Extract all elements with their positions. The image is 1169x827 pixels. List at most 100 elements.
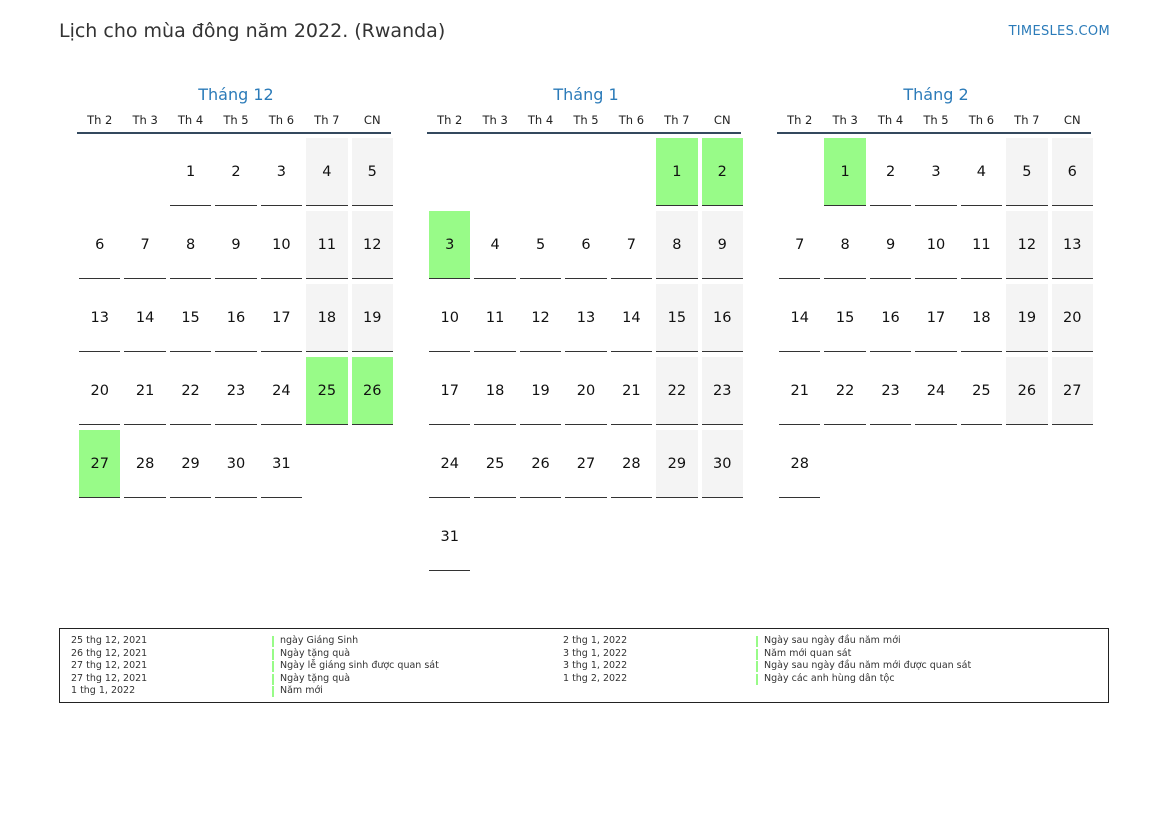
day-cell[interactable]: 7 (610, 211, 653, 279)
day-cell[interactable]: 25 (960, 357, 1003, 425)
day-cell[interactable]: 13 (1051, 211, 1093, 279)
day-cell[interactable]: 21 (610, 357, 653, 425)
day-cell[interactable]: 6 (79, 211, 121, 279)
day-cell[interactable]: 5 (1006, 138, 1048, 206)
day-cell[interactable]: 16 (215, 284, 257, 352)
day-cell[interactable]: 23 (869, 357, 912, 425)
day-cell[interactable]: 3 (429, 211, 471, 279)
day-cell[interactable]: 12 (519, 284, 562, 352)
day-cell[interactable]: 11 (474, 284, 516, 352)
day-cell[interactable]: 18 (306, 284, 348, 352)
day-cell[interactable]: 17 (915, 284, 957, 352)
day-cell[interactable]: 20 (565, 357, 607, 425)
day-cell[interactable]: 13 (79, 284, 121, 352)
day-cell[interactable]: 30 (215, 430, 257, 498)
day-cell[interactable]: 3 (915, 138, 957, 206)
day-cell[interactable]: 28 (124, 430, 166, 498)
day-cell[interactable]: 7 (124, 211, 166, 279)
day-cell[interactable]: 4 (306, 138, 348, 206)
day-cell[interactable]: 8 (824, 211, 866, 279)
day-cell[interactable]: 15 (169, 284, 212, 352)
day-cell[interactable]: 4 (960, 138, 1003, 206)
day-cell[interactable]: 10 (429, 284, 471, 352)
day-cell[interactable]: 4 (474, 211, 516, 279)
day-cell[interactable]: 24 (260, 357, 303, 425)
day-cell[interactable]: 27 (79, 430, 121, 498)
day-cell[interactable]: 23 (215, 357, 257, 425)
site-link[interactable]: TIMESLES.COM (1008, 24, 1110, 39)
day-cell[interactable]: 26 (351, 357, 393, 425)
day-cell[interactable]: 8 (656, 211, 698, 279)
day-cell[interactable]: 1 (656, 138, 698, 206)
day-cell[interactable]: 16 (701, 284, 743, 352)
day-cell[interactable]: 23 (701, 357, 743, 425)
day-cell[interactable]: 28 (779, 430, 821, 498)
day-cell[interactable]: 22 (656, 357, 698, 425)
day-cell[interactable]: 5 (519, 211, 562, 279)
day-cell[interactable]: 2 (215, 138, 257, 206)
day-cell[interactable]: 12 (351, 211, 393, 279)
day-cell[interactable]: 25 (474, 430, 516, 498)
holiday-legend: 25 thg 12, 2021 ngày Giáng Sinh 26 thg 12,… (59, 628, 1109, 703)
day-cell[interactable]: 7 (779, 211, 821, 279)
day-cell[interactable]: 17 (429, 357, 471, 425)
day-cell[interactable]: 3 (260, 138, 303, 206)
legend-holiday-name: Ngày các anh hùng dân tộc (764, 672, 895, 684)
day-cell[interactable]: 27 (565, 430, 607, 498)
day-cell[interactable]: 29 (656, 430, 698, 498)
empty-cell (565, 138, 606, 206)
day-cell[interactable]: 31 (260, 430, 303, 498)
month-title: Tháng 1 (553, 85, 619, 104)
weekday-label: Th 3 (482, 113, 508, 127)
day-cell[interactable]: 5 (351, 138, 393, 206)
day-cell[interactable]: 12 (1006, 211, 1048, 279)
day-cell[interactable]: 28 (610, 430, 653, 498)
day-cell[interactable]: 19 (1006, 284, 1048, 352)
day-cell[interactable]: 25 (306, 357, 348, 425)
day-cell[interactable]: 27 (1051, 357, 1093, 425)
day-cell[interactable]: 22 (824, 357, 866, 425)
legend-date: 26 thg 12, 2021 (71, 647, 148, 659)
day-cell[interactable]: 9 (869, 211, 912, 279)
day-cell[interactable]: 11 (960, 211, 1003, 279)
day-cell[interactable]: 31 (429, 503, 471, 571)
page-title: Lịch cho mùa đông năm 2022. (Rwanda) (59, 20, 446, 42)
day-cell[interactable]: 9 (215, 211, 257, 279)
day-cell[interactable]: 2 (701, 138, 743, 206)
day-cell[interactable]: 21 (779, 357, 821, 425)
day-cell[interactable]: 14 (610, 284, 653, 352)
day-cell[interactable]: 2 (869, 138, 912, 206)
day-cell[interactable]: 22 (169, 357, 212, 425)
day-cell[interactable]: 10 (915, 211, 957, 279)
day-cell[interactable]: 10 (260, 211, 303, 279)
day-cell[interactable]: 1 (824, 138, 866, 206)
day-cell[interactable]: 6 (565, 211, 607, 279)
day-cell[interactable]: 15 (824, 284, 866, 352)
day-cell[interactable]: 30 (701, 430, 743, 498)
day-cell[interactable]: 1 (169, 138, 212, 206)
day-cell[interactable]: 20 (79, 357, 121, 425)
day-cell[interactable]: 8 (169, 211, 212, 279)
day-cell[interactable]: 18 (960, 284, 1003, 352)
legend-holiday-name: ngày Giáng Sinh (280, 635, 359, 646)
day-cell[interactable]: 9 (701, 211, 743, 279)
day-cell[interactable]: 29 (169, 430, 212, 498)
day-cell[interactable]: 11 (306, 211, 348, 279)
day-cell[interactable]: 17 (260, 284, 303, 352)
day-cell[interactable]: 26 (1006, 357, 1048, 425)
day-cell[interactable]: 18 (474, 357, 516, 425)
day-cell[interactable]: 15 (656, 284, 698, 352)
day-cell[interactable]: 24 (429, 430, 471, 498)
day-cell[interactable]: 6 (1051, 138, 1093, 206)
day-cell[interactable]: 14 (779, 284, 821, 352)
day-cell[interactable]: 24 (915, 357, 957, 425)
days-grid: 1 2 3 4 5 6 7 8 9 10 11 12 13 14 15 16 17 18 19 20 21 22 23 24 2… (77, 138, 395, 503)
day-cell[interactable]: 14 (124, 284, 166, 352)
day-cell[interactable]: 16 (869, 284, 912, 352)
day-cell[interactable]: 19 (351, 284, 393, 352)
day-cell[interactable]: 13 (565, 284, 607, 352)
day-cell[interactable]: 19 (519, 357, 562, 425)
day-cell[interactable]: 21 (124, 357, 166, 425)
day-cell[interactable]: 26 (519, 430, 562, 498)
day-cell[interactable]: 20 (1051, 284, 1093, 352)
